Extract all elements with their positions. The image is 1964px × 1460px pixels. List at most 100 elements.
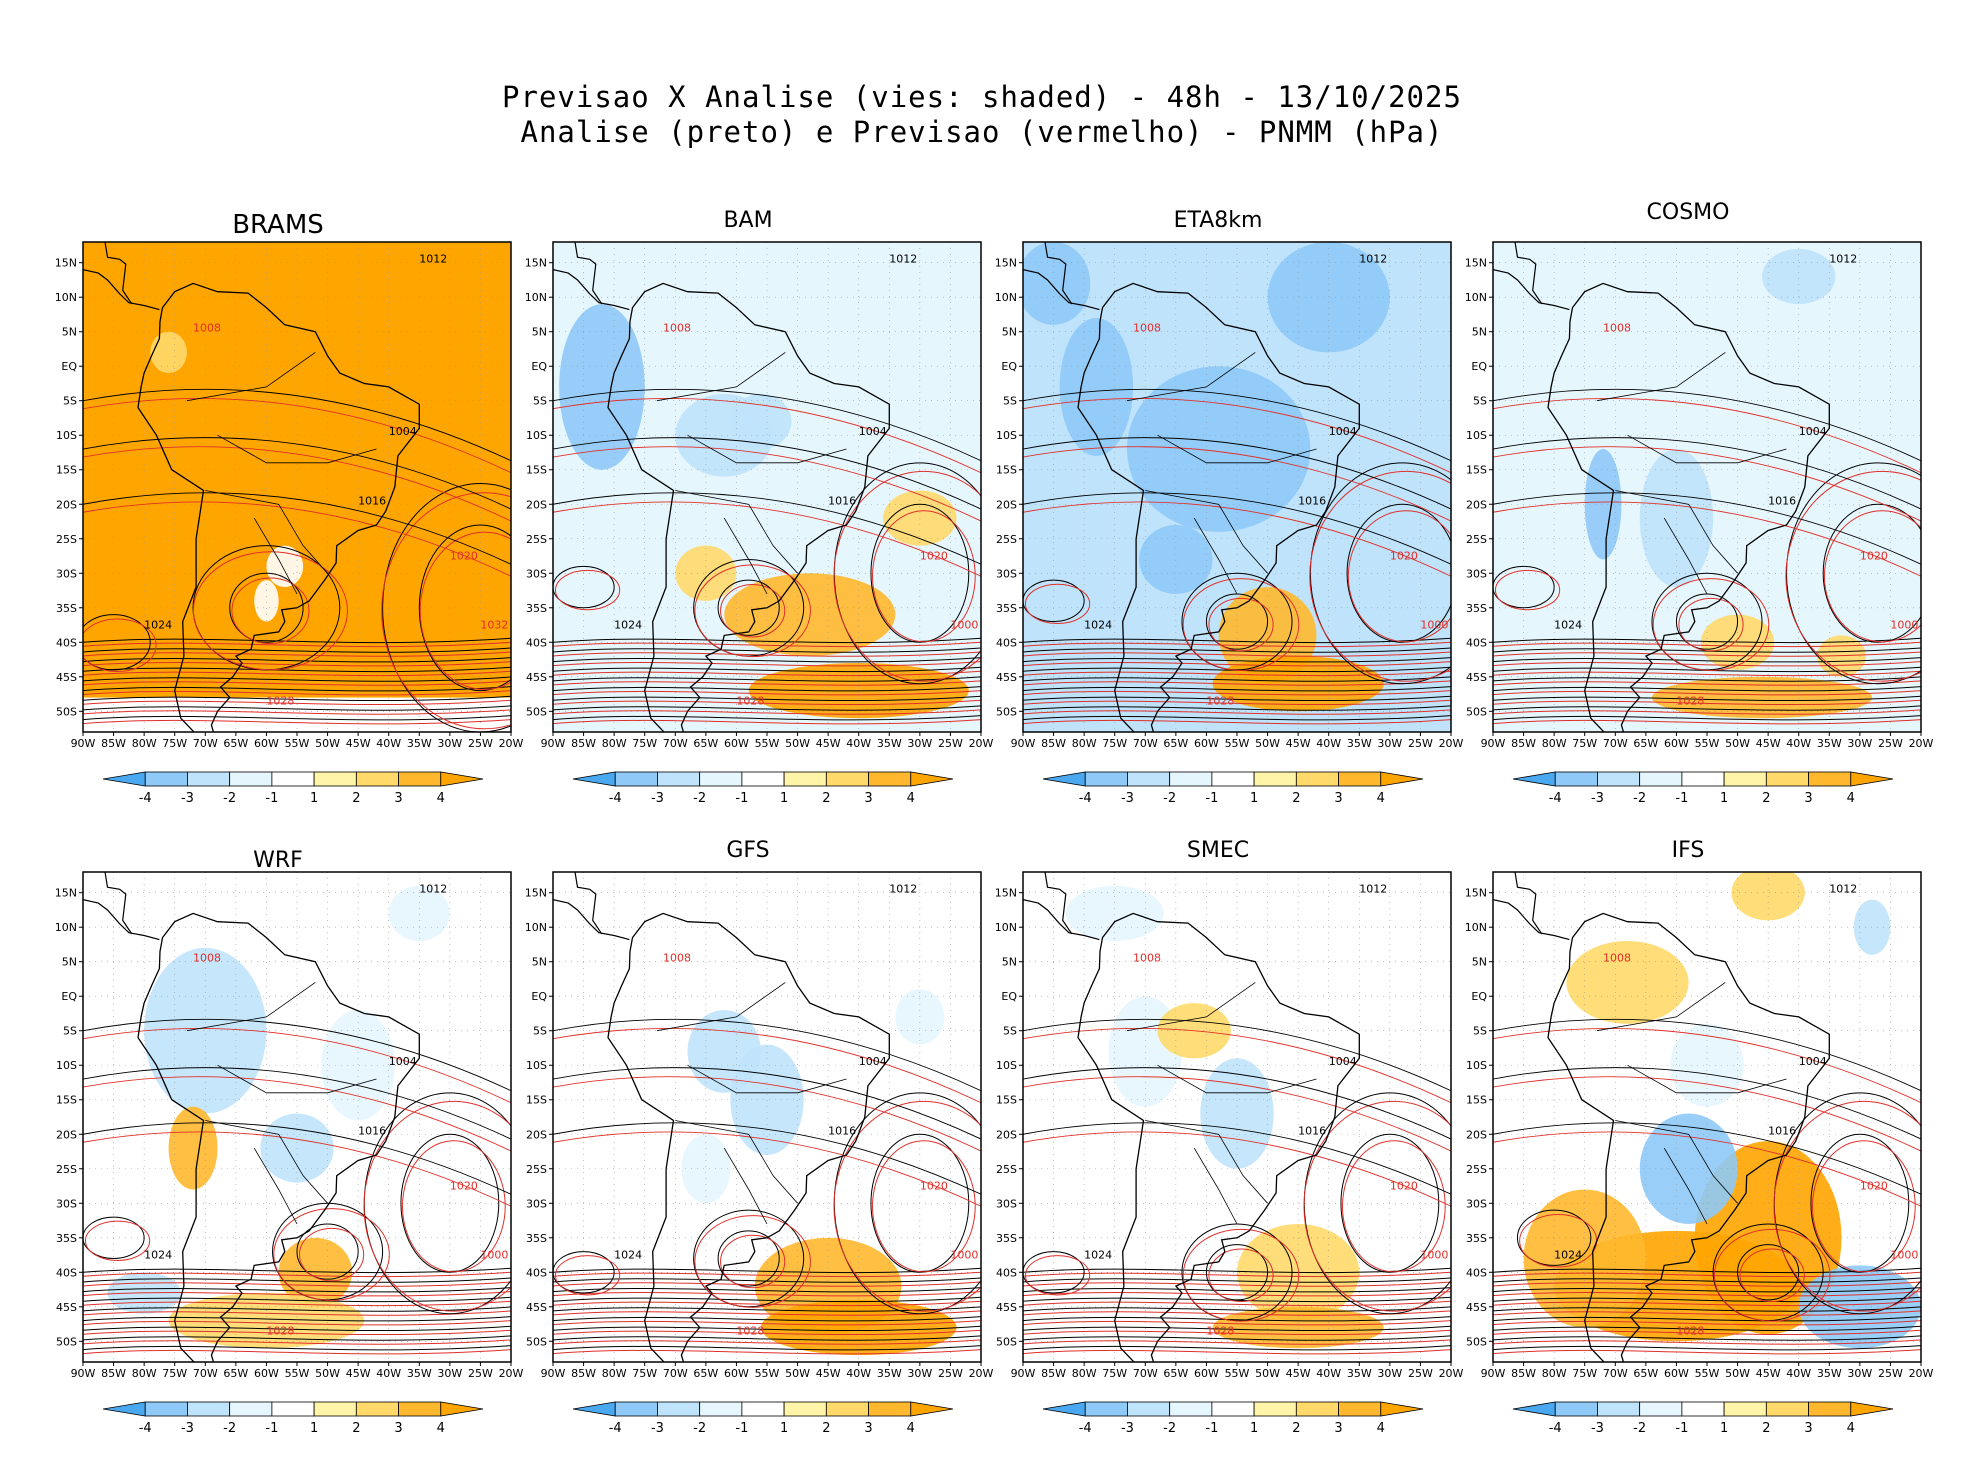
analysis-isobar	[553, 1277, 981, 1283]
lat-tick-label: 15S	[1466, 464, 1487, 477]
colorbar-label: -1	[735, 1421, 748, 1436]
contour-label: 1004	[1799, 1055, 1827, 1068]
lon-tick-label: 70W	[193, 1367, 218, 1380]
colorbar-label: -1	[1675, 1421, 1688, 1436]
colorbar-label: -4	[1079, 1421, 1092, 1436]
forecast-isobar	[1023, 709, 1451, 715]
border	[217, 434, 377, 464]
bias-area	[1566, 941, 1689, 1024]
lon-tick-label: 55W	[1695, 1367, 1720, 1380]
forecast-isobar	[1493, 1300, 1921, 1307]
bias-area	[144, 947, 267, 1114]
analysis-isobar	[1493, 492, 1921, 565]
lon-tick-label: 55W	[1225, 737, 1250, 750]
lon-tick-label: 35W	[877, 1367, 902, 1380]
forecast-isobar	[1182, 578, 1300, 671]
analysis-isobar	[1493, 1018, 1921, 1092]
colorbar-segment	[271, 1401, 315, 1417]
forecast-isobar	[1182, 1228, 1300, 1322]
lon-tick-label: 80W	[602, 737, 627, 750]
lat-tick-label: 45S	[526, 671, 547, 684]
colorbar-label: 4	[1377, 1421, 1385, 1436]
panel-title: COSMO	[1646, 200, 1730, 225]
forecast-isobar	[1024, 1255, 1091, 1296]
colorbar-label: 4	[437, 1421, 445, 1436]
analysis-isobar	[1023, 676, 1451, 682]
contour-label: 1020	[920, 1179, 948, 1192]
forecast-isobar	[553, 1281, 981, 1287]
contour-label: 1008	[1603, 952, 1631, 965]
lat-tick-label: 20S	[996, 498, 1017, 511]
colorbar-label: 2	[1292, 791, 1300, 806]
lat-tick-label: 50S	[526, 1335, 547, 1348]
analysis-isobar	[1786, 462, 1921, 685]
colorbar-label: -4	[139, 791, 152, 806]
lat-tick-label: 5N	[1472, 956, 1487, 969]
analysis-isobar	[1340, 1133, 1440, 1273]
border	[186, 982, 316, 1032]
lat-tick-label: EQ	[1001, 990, 1017, 1003]
coastline	[574, 872, 603, 935]
contour-label: 1008	[1133, 322, 1161, 335]
colorbar-label: 3	[1804, 1421, 1812, 1436]
colorbar-segment	[868, 1401, 912, 1417]
analysis-isobar	[1023, 437, 1451, 510]
lat-tick-label: 15S	[1466, 1094, 1487, 1107]
forecast-isobar	[553, 699, 981, 706]
contour-label: 1012	[889, 883, 917, 896]
coastline	[1547, 282, 1830, 732]
lat-tick-label: 35S	[56, 602, 77, 615]
colorbar-label: -4	[1549, 791, 1562, 806]
forecast-isobar	[553, 1300, 981, 1307]
lat-tick-label: 10S	[56, 1059, 77, 1072]
colorbar-segment	[614, 771, 658, 787]
bias-area	[1267, 242, 1390, 353]
coastline	[83, 899, 160, 941]
forecast-isobar	[1823, 510, 1921, 643]
lon-tick-label: 30W	[907, 1367, 932, 1380]
coastline	[1044, 242, 1073, 305]
colorbar-segment	[313, 1401, 357, 1417]
colorbar-segment	[1512, 771, 1556, 787]
lat-tick-label: 50S	[1466, 1335, 1487, 1348]
lat-tick-label: 10N	[1465, 921, 1487, 934]
analysis-isobar	[553, 1345, 981, 1351]
colorbar-segment	[144, 1401, 188, 1417]
forecast-isobar	[1493, 690, 1921, 696]
colorbar-label: -3	[181, 791, 194, 806]
lon-tick-label: 40W	[376, 1367, 401, 1380]
analysis-isobar	[83, 492, 511, 565]
contour-label: 1020	[920, 549, 948, 562]
lon-tick-label: 35W	[1347, 737, 1372, 750]
lon-tick-label: 60W	[254, 1367, 279, 1380]
panel-wrf: WRF 1012 1008 1016 1020 1024 1028 1004 1000 15N 10…	[38, 820, 524, 1450]
colorbar-segment	[187, 1401, 231, 1417]
lon-tick-label: 50W	[315, 737, 340, 750]
forecast-isobar	[1493, 1310, 1921, 1316]
colorbar-segment	[1338, 771, 1382, 787]
coastline	[1493, 269, 1570, 311]
lon-tick-label: 80W	[132, 737, 157, 750]
lon-tick-label: 75W	[1572, 737, 1597, 750]
analysis-isobar	[83, 705, 511, 711]
analysis-isobar	[553, 715, 981, 721]
colorbar-label: -1	[1205, 791, 1218, 806]
border	[205, 490, 328, 574]
lon-tick-label: 50W	[785, 1367, 810, 1380]
forecast-isobar	[1493, 397, 1921, 474]
colorbar-segment	[313, 771, 357, 787]
colorbar-label: -2	[1163, 1421, 1176, 1436]
border	[1126, 352, 1256, 402]
lat-tick-label: 50S	[56, 705, 77, 718]
lat-tick-label: 40S	[526, 636, 547, 649]
lon-tick-label: 85W	[571, 1367, 596, 1380]
colorbar-label: -1	[1675, 791, 1688, 806]
colorbar-label: 1	[1250, 1421, 1258, 1436]
contour-label: 1028	[1206, 694, 1234, 707]
coastline	[137, 282, 420, 732]
lat-tick-label: 50S	[56, 1335, 77, 1348]
analysis-isobar	[553, 1316, 981, 1322]
figure-subtitle: Analise (preto) e Previsao (vermelho) - …	[520, 115, 1444, 149]
lat-tick-label: 35S	[996, 1232, 1017, 1245]
forecast-isobar	[553, 651, 981, 657]
